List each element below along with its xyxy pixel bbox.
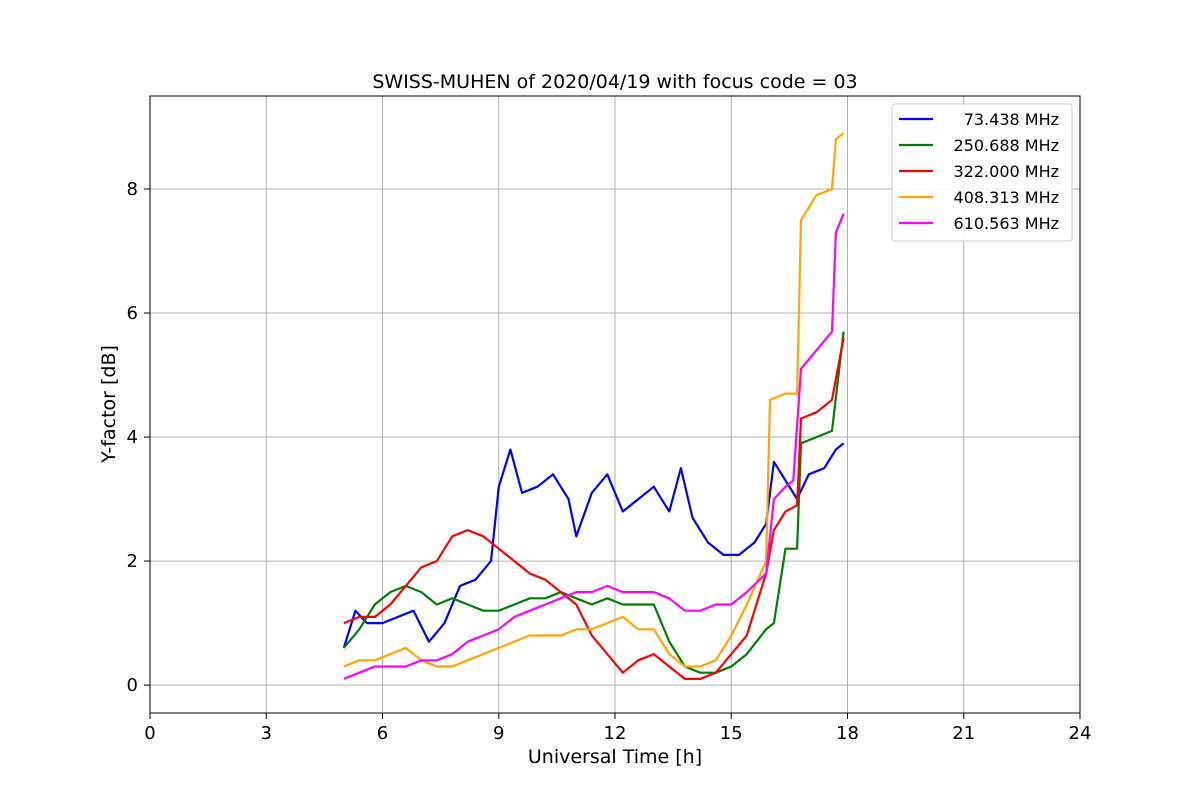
x-tick-label: 0 — [144, 723, 155, 744]
x-tick-label: 15 — [720, 723, 743, 744]
x-tick-label: 24 — [1069, 723, 1092, 744]
plot-series — [342, 132, 845, 681]
legend-label-1: 250.688 MHz — [954, 136, 1059, 155]
legend-box — [891, 103, 1073, 242]
y-tick-label: 8 — [127, 179, 138, 200]
y-tick-label: 0 — [127, 675, 138, 696]
series-line-4 — [343, 213, 845, 680]
legend-label-2: 322.000 MHz — [954, 162, 1059, 181]
legend: 73.438 MHz 250.688 MHz 322.000 MHz 408.313 … — [891, 103, 1073, 242]
x-tick-label: 12 — [604, 723, 627, 744]
y-axis-label: Y-factor [dB] — [98, 345, 120, 464]
y-tick-label: 6 — [127, 303, 138, 324]
series-line-1 — [342, 331, 845, 674]
legend-label-3: 408.313 MHz — [954, 188, 1059, 207]
x-axis-label: Universal Time [h] — [528, 746, 702, 768]
y-tick-label: 2 — [127, 551, 138, 572]
x-tick-label: 18 — [836, 723, 859, 744]
legend-label-4: 610.563 MHz — [954, 214, 1059, 233]
series-line-2 — [343, 337, 845, 681]
series-line-3 — [343, 132, 845, 668]
x-tick-label: 6 — [377, 723, 388, 744]
y-tick-label: 4 — [127, 427, 138, 448]
x-tick-label: 9 — [493, 723, 504, 744]
legend-label-0: 73.438 MHz — [964, 110, 1059, 129]
x-tick-label: 21 — [952, 723, 975, 744]
x-tick-label: 3 — [261, 723, 272, 744]
series-line-0 — [342, 442, 845, 649]
chart-title: SWISS-MUHEN of 2020/04/19 with focus cod… — [372, 71, 857, 93]
